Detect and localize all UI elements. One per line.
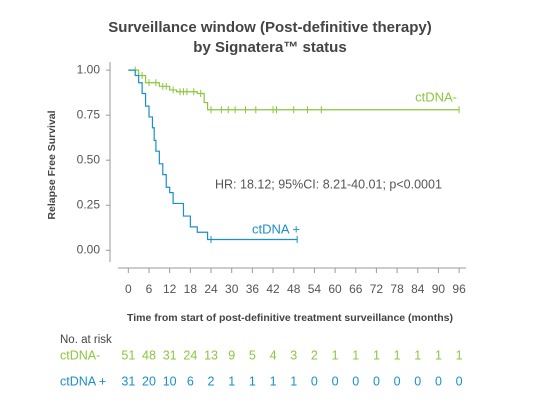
x-tick-label: 6 [146, 282, 153, 296]
chart-subtitle: by Signatera™ status [193, 39, 346, 56]
risk-count: 0 [435, 374, 442, 388]
risk-count: 1 [352, 348, 359, 362]
survival-curve [128, 69, 298, 241]
risk-count: 1 [290, 374, 297, 388]
x-tick-label: 84 [411, 282, 425, 296]
x-tick-label: 96 [452, 282, 466, 296]
risk-count: 1 [332, 348, 339, 362]
risk-count: 0 [311, 374, 318, 388]
x-tick-label: 60 [328, 282, 342, 296]
risk-count: 9 [228, 348, 235, 362]
risk-count: 2 [208, 374, 215, 388]
risk-count: 0 [456, 374, 463, 388]
risk-count: 10 [163, 374, 177, 388]
risk-count: 20 [142, 374, 156, 388]
x-tick-label: 0 [125, 282, 132, 296]
x-tick-label: 42 [266, 282, 280, 296]
risk-title: No. at risk [60, 334, 112, 346]
risk-count: 6 [187, 374, 194, 388]
risk-count: 1 [456, 348, 463, 362]
y-tick-label: 1.00 [77, 62, 101, 76]
risk-count: 0 [394, 374, 401, 388]
risk-count: 1 [394, 348, 401, 362]
survival-curve [128, 69, 460, 111]
risk-count: 24 [183, 348, 197, 362]
y-axis-label: Relapse Free Survival [46, 110, 58, 219]
y-tick-label: 0.25 [77, 197, 101, 211]
y-tick-label: 0.00 [77, 242, 101, 256]
x-tick-label: 54 [308, 282, 322, 296]
risk-count: 5 [249, 348, 256, 362]
risk-count: 48 [142, 348, 156, 362]
risk-count: 2 [311, 348, 318, 362]
x-tick-label: 90 [432, 282, 446, 296]
risk-count: 0 [373, 374, 380, 388]
risk-count: 1 [270, 374, 277, 388]
x-tick-label: 24 [204, 282, 218, 296]
risk-count: 0 [332, 374, 339, 388]
annotation: HR: 18.12; 95%CI: 8.21-40.01; p<0.0001 [215, 177, 442, 191]
risk-row-label: ctDNA + [60, 374, 106, 388]
risk-count: 0 [414, 374, 421, 388]
x-tick-label: 66 [349, 282, 363, 296]
risk-count: 0 [352, 374, 359, 388]
risk-count: 1 [228, 374, 235, 388]
risk-count: 31 [121, 374, 135, 388]
x-tick-label: 30 [225, 282, 239, 296]
risk-count: 1 [435, 348, 442, 362]
x-tick-label: 78 [390, 282, 404, 296]
y-tick-label: 0.50 [77, 152, 101, 166]
series-label: ctDNA- [415, 89, 457, 104]
risk-count: 3 [290, 348, 297, 362]
x-tick-label: 48 [287, 282, 301, 296]
risk-count: 4 [270, 348, 277, 362]
risk-count: 1 [414, 348, 421, 362]
chart-title: Surveillance window (Post-definitive the… [108, 19, 431, 36]
x-tick-label: 72 [370, 282, 384, 296]
x-tick-label: 18 [184, 282, 198, 296]
risk-count: 13 [204, 348, 218, 362]
x-axis-label: Time from start of post-definitive treat… [127, 312, 453, 324]
risk-row-label: ctDNA- [60, 348, 100, 362]
risk-count: 51 [121, 348, 135, 362]
risk-count: 1 [373, 348, 380, 362]
series-label: ctDNA + [252, 221, 300, 236]
y-tick-label: 0.75 [77, 107, 101, 121]
risk-count: 31 [163, 348, 177, 362]
x-tick-label: 12 [163, 282, 177, 296]
risk-count: 1 [249, 374, 256, 388]
x-tick-label: 36 [246, 282, 260, 296]
